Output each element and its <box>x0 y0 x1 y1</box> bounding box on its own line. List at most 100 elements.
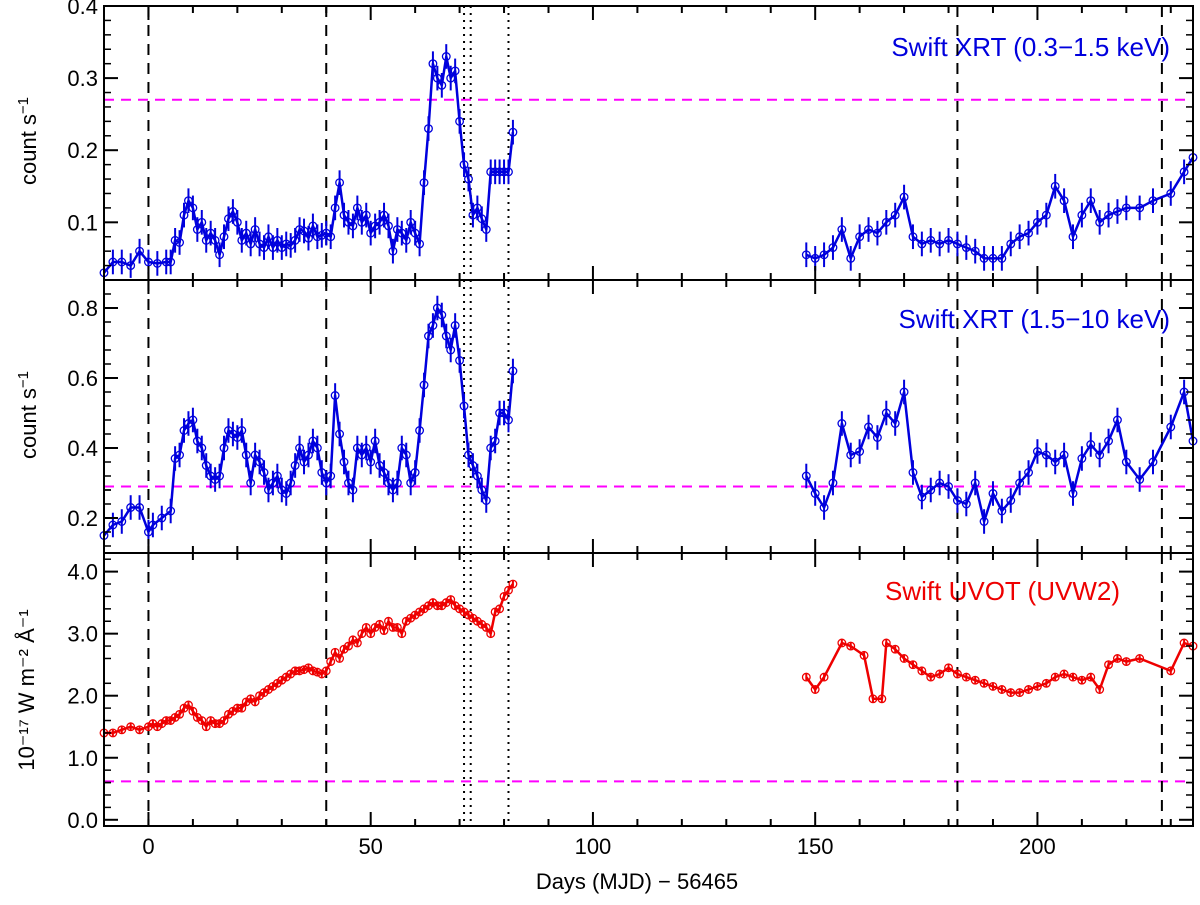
data-point <box>837 419 847 428</box>
data-point <box>1032 681 1042 691</box>
data-point <box>961 672 971 682</box>
y-tick-label: 4.0 <box>67 560 98 585</box>
data-point <box>201 722 211 732</box>
data-point <box>459 160 469 170</box>
data-point <box>326 232 336 242</box>
data-point <box>335 429 345 439</box>
data-point <box>330 203 340 213</box>
data-point <box>979 253 989 263</box>
data-point <box>366 457 376 467</box>
data-point <box>1135 654 1145 663</box>
data-point <box>508 366 518 376</box>
data-point <box>837 225 847 234</box>
xlabel-days: Days (MJD) − 56465 <box>536 869 738 894</box>
data-point <box>1179 167 1189 177</box>
data-point <box>504 585 513 595</box>
data-point <box>1041 210 1051 220</box>
data-point <box>321 666 331 676</box>
data-point <box>1006 688 1016 698</box>
data-point <box>108 520 118 530</box>
data-point <box>135 246 145 256</box>
panel-plot-xrt-soft: 0.1 0.2 0.3 0.4 <box>67 0 1198 286</box>
data-point <box>428 321 438 330</box>
data-point <box>979 517 989 526</box>
data-point <box>908 468 918 477</box>
y-tick-label: 0.4 <box>67 0 98 19</box>
data-point <box>997 685 1007 694</box>
data-point <box>166 506 176 516</box>
ylabel-xrt-hard: count s−1 <box>15 371 41 459</box>
data-point <box>890 419 900 428</box>
data-point <box>1104 210 1113 220</box>
data-point <box>117 517 127 526</box>
data-point <box>481 623 491 632</box>
data-point <box>339 457 349 467</box>
panel-title-uvot: Swift UVOT (UVW2) <box>885 576 1120 606</box>
data-point <box>392 478 402 488</box>
data-point <box>344 641 353 651</box>
panel-xrt-soft: Swift XRT (0.3−1.5 keV) count s−1 <box>15 32 1170 185</box>
data-point <box>486 629 496 639</box>
data-point <box>810 685 820 694</box>
data-point <box>890 644 900 654</box>
data-point <box>1032 217 1042 227</box>
data-point <box>917 239 927 249</box>
data-point <box>1121 203 1131 213</box>
data-point <box>855 447 865 456</box>
data-point <box>961 243 971 253</box>
data-point <box>441 52 451 61</box>
data-point <box>188 415 198 425</box>
data-point <box>330 391 340 400</box>
data-point <box>952 239 962 249</box>
data-point <box>1135 203 1145 213</box>
ylabel-uvot: 10⁻¹⁷ W m⁻² Å⁻¹ <box>14 609 39 770</box>
data-point <box>148 520 158 530</box>
data-point <box>819 250 829 260</box>
data-point <box>1068 232 1078 242</box>
data-point <box>219 232 229 242</box>
data-point <box>357 629 367 639</box>
y-tick-label: 0.8 <box>67 296 98 321</box>
data-point <box>450 321 460 330</box>
data-point <box>290 461 300 470</box>
data-point <box>188 203 198 213</box>
data-point <box>401 235 411 245</box>
data-point <box>1059 450 1069 460</box>
data-point <box>1024 228 1033 238</box>
data-point <box>1148 196 1158 206</box>
data-point <box>157 513 167 523</box>
data-point <box>810 489 820 498</box>
data-point <box>499 591 509 601</box>
data-point <box>1166 422 1176 432</box>
data-point <box>846 641 856 651</box>
data-point <box>295 443 305 453</box>
panel-xrt-hard: Swift XRT (1.5−10 keV) count s−1 <box>15 304 1170 459</box>
data-point <box>1006 239 1016 249</box>
ylabel-xrt-soft: count s−1 <box>15 97 41 185</box>
data-point <box>1179 638 1189 648</box>
data-point <box>401 450 411 460</box>
data-point <box>988 681 998 691</box>
data-point <box>908 660 918 670</box>
x-tick-label: 50 <box>358 834 382 859</box>
data-point <box>1095 450 1105 460</box>
data-point <box>366 629 376 639</box>
x-tick-label: 0 <box>142 834 154 859</box>
data-point <box>384 616 393 626</box>
panel-plot-uvot: 0.0 1.0 2.0 3.0 4.0 <box>67 552 1198 833</box>
data-point <box>801 471 811 481</box>
data-point <box>472 471 482 481</box>
data-point <box>1077 675 1087 685</box>
data-point <box>1135 475 1145 484</box>
data-point <box>241 450 251 460</box>
data-point <box>1112 654 1122 663</box>
data-point <box>864 225 873 234</box>
data-point <box>450 66 460 76</box>
data-point <box>215 250 225 260</box>
data-point <box>419 178 429 188</box>
data-point <box>926 485 936 495</box>
data-point <box>286 478 296 488</box>
data-point <box>441 331 451 341</box>
data-point <box>961 499 971 509</box>
